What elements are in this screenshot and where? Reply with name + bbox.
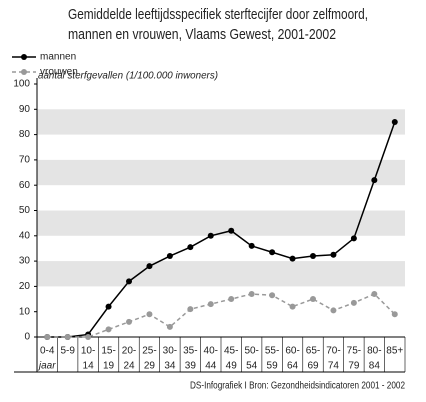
x-tick-label: 84 bbox=[369, 361, 381, 372]
x-tick-label: 60- bbox=[285, 346, 299, 357]
data-point bbox=[269, 249, 276, 256]
x-tick-label: 85+ bbox=[386, 346, 403, 357]
x-tick-label: 69 bbox=[307, 361, 319, 372]
data-point bbox=[391, 118, 398, 125]
x-tick-label: 79 bbox=[348, 361, 360, 372]
x-tick-label: 30- bbox=[163, 346, 177, 357]
data-point bbox=[371, 290, 378, 297]
x-tick-label: 10- bbox=[81, 346, 95, 357]
x-tick-label: 34 bbox=[164, 361, 176, 372]
data-point bbox=[187, 306, 194, 313]
chart-title: mannen en vrouwen, Vlaams Gewest, 2001-2… bbox=[68, 26, 336, 43]
x-tick-label: 20- bbox=[122, 346, 136, 357]
data-point bbox=[350, 299, 357, 306]
data-point bbox=[350, 235, 357, 242]
y-tick-label: 10 bbox=[19, 306, 31, 317]
x-tick-label: 55- bbox=[265, 346, 279, 357]
y-tick-label: 30 bbox=[19, 256, 31, 267]
series-line bbox=[47, 293, 396, 338]
data-point bbox=[330, 251, 337, 258]
x-tick-label: 29 bbox=[144, 361, 156, 372]
data-point bbox=[105, 303, 112, 310]
grid-band bbox=[37, 159, 405, 186]
data-point bbox=[310, 296, 316, 303]
data-point bbox=[330, 307, 337, 314]
data-point bbox=[207, 232, 214, 239]
data-point bbox=[85, 334, 92, 340]
x-tick-label: 14 bbox=[83, 361, 95, 372]
chart-title: Gemiddelde leeftijdsspecifiek sterftecij… bbox=[68, 6, 368, 23]
data-point bbox=[289, 303, 296, 310]
source: DS-Infografiek I Bron: Gezondheidsindica… bbox=[190, 381, 405, 392]
data-point bbox=[228, 227, 235, 234]
x-tick-label: 35- bbox=[183, 346, 197, 357]
data-point bbox=[207, 301, 214, 308]
x-tick-label: 54 bbox=[246, 361, 258, 372]
x-tick-label: 45- bbox=[224, 346, 238, 357]
x-tick-label: 44 bbox=[205, 361, 217, 372]
x-tick-label: 0-4 bbox=[40, 346, 55, 357]
series-line bbox=[47, 121, 396, 338]
x-tick-label: 74 bbox=[328, 361, 340, 372]
data-point bbox=[371, 177, 378, 184]
data-point bbox=[166, 323, 173, 330]
legend-label: mannen bbox=[40, 52, 76, 63]
x-tick-label: 80- bbox=[367, 346, 381, 357]
data-point bbox=[248, 242, 255, 249]
x-tick-label: 15- bbox=[101, 346, 115, 357]
data-point bbox=[269, 292, 276, 299]
data-point bbox=[126, 318, 132, 325]
y-tick-label: 80 bbox=[19, 129, 31, 140]
y-tick-label: 50 bbox=[19, 205, 31, 216]
x-tick-label: 75- bbox=[347, 346, 361, 357]
x-tick-label: 64 bbox=[287, 361, 299, 372]
x-tick-label: 5-9 bbox=[60, 346, 75, 357]
x-tick-label: 50- bbox=[244, 346, 258, 357]
x-tick-label: 70- bbox=[326, 346, 340, 357]
y-tick-label: 20 bbox=[19, 281, 31, 292]
data-point bbox=[64, 334, 71, 340]
x-tick-label: 49 bbox=[226, 361, 238, 372]
data-point bbox=[166, 253, 173, 260]
data-point bbox=[248, 290, 255, 297]
legend-marker bbox=[21, 69, 27, 75]
x-tick-label: 25- bbox=[142, 346, 156, 357]
x-tick-label: 65- bbox=[306, 346, 320, 357]
x-tick-label: 59 bbox=[267, 361, 279, 372]
data-point bbox=[105, 326, 112, 333]
legend-marker bbox=[21, 54, 27, 60]
y-axis-label: aantal sterfgevallen (1/100.000 inwoners… bbox=[38, 71, 218, 82]
x-tick-label: jaar bbox=[37, 361, 56, 372]
y-tick-label: 60 bbox=[19, 180, 31, 191]
x-tick-label: 40- bbox=[204, 346, 218, 357]
data-point bbox=[289, 255, 296, 262]
y-tick-label: 100 bbox=[13, 79, 30, 90]
grid-band bbox=[37, 210, 405, 236]
y-tick-label: 40 bbox=[19, 230, 31, 241]
grid-band bbox=[37, 261, 405, 287]
data-point bbox=[310, 253, 316, 260]
y-tick-label: 0 bbox=[24, 332, 30, 343]
data-point bbox=[146, 263, 153, 270]
data-point bbox=[228, 296, 235, 303]
data-point bbox=[391, 311, 398, 318]
x-tick-label: 19 bbox=[103, 361, 115, 372]
data-point bbox=[126, 278, 132, 285]
data-point bbox=[44, 334, 51, 340]
data-point bbox=[146, 311, 153, 318]
x-tick-label: 24 bbox=[123, 361, 135, 372]
y-tick-label: 70 bbox=[19, 155, 31, 166]
legend-label: vrouwen bbox=[40, 67, 78, 78]
y-tick-label: 90 bbox=[19, 104, 31, 115]
data-point bbox=[187, 244, 194, 251]
x-tick-label: 39 bbox=[185, 361, 197, 372]
grid-band bbox=[37, 109, 405, 135]
